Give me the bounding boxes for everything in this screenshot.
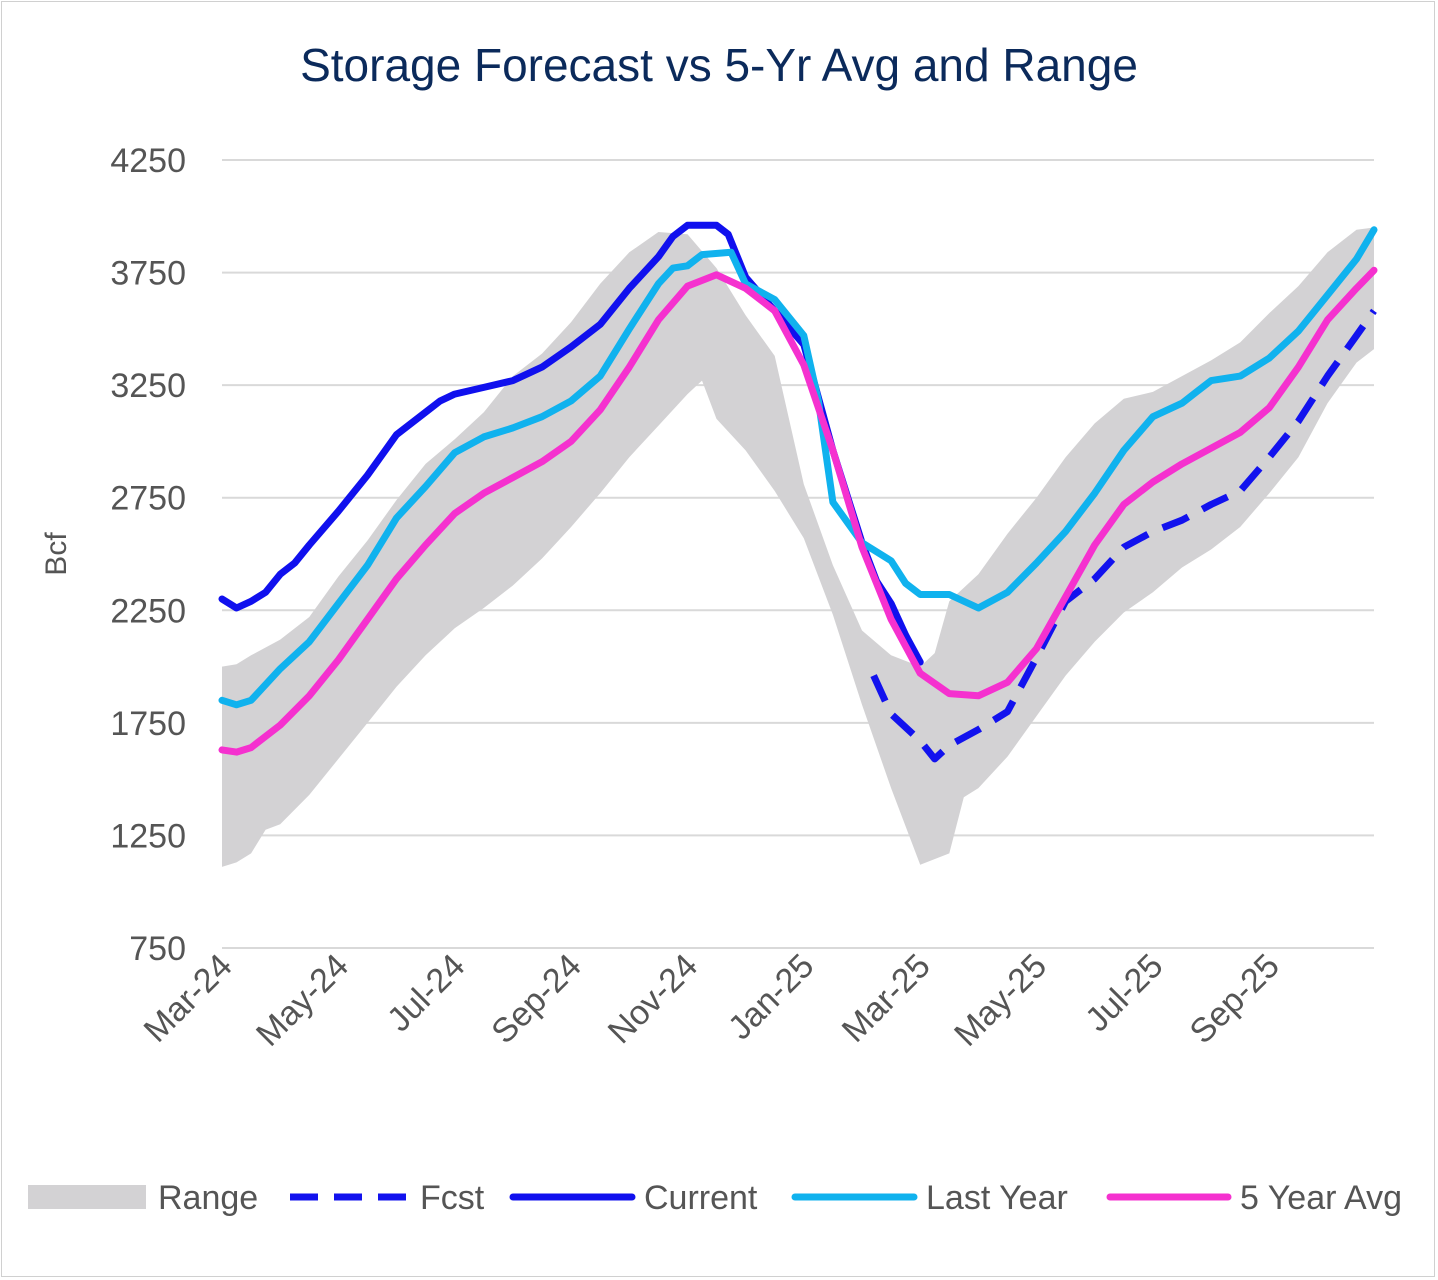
legend-label-current: Current <box>644 1179 758 1217</box>
series-layer <box>218 221 1378 763</box>
y-tick-label: 2250 <box>110 592 186 630</box>
y-axis: 4250 3750 3250 2750 2250 1750 1250 750 <box>110 142 186 968</box>
series-line-last-year <box>218 226 1378 709</box>
x-axis: Mar-24 May-24 Jul-24 Sep-24 Nov-24 Jan-25 Mar-… <box>137 947 1287 1054</box>
x-tick-label: Jan-25 <box>721 947 821 1047</box>
y-tick-label: 3250 <box>110 367 186 405</box>
x-tick-label: Sep-25 <box>1183 947 1287 1051</box>
y-tick-label: 1250 <box>110 817 186 855</box>
legend-label-range: Range <box>158 1179 258 1217</box>
legend-label-5-year-avg: 5 Year Avg <box>1240 1179 1402 1217</box>
legend: Range Fcst Current Last Year 5 Year Avg <box>28 1179 1402 1217</box>
y-tick-label: 4250 <box>110 142 186 180</box>
legend-label-last-year: Last Year <box>926 1179 1068 1217</box>
x-tick-label: Sep-24 <box>484 947 588 1051</box>
range-band <box>222 227 1374 867</box>
x-tick-label: May-24 <box>249 947 356 1054</box>
y-tick-label: 1750 <box>110 705 186 743</box>
x-tick-label: Nov-24 <box>601 947 705 1051</box>
x-tick-label: Jul-25 <box>1078 947 1170 1039</box>
series-line-fcst <box>870 308 1377 763</box>
x-tick-label: May-25 <box>947 947 1054 1054</box>
series-line-5-year-avg <box>218 266 1378 756</box>
chart-title: Storage Forecast vs 5-Yr Avg and Range <box>300 39 1138 91</box>
y-tick-label: 750 <box>129 930 186 968</box>
y-axis-label: Bcf <box>40 532 73 576</box>
y-tick-label: 2750 <box>110 480 186 518</box>
legend-label-fcst: Fcst <box>420 1179 485 1217</box>
x-tick-label: Jul-24 <box>380 947 472 1039</box>
range-band-layer <box>222 227 1374 867</box>
x-tick-label: Mar-25 <box>835 947 938 1050</box>
y-tick-label: 3750 <box>110 255 186 293</box>
legend-swatch-range <box>28 1185 146 1209</box>
